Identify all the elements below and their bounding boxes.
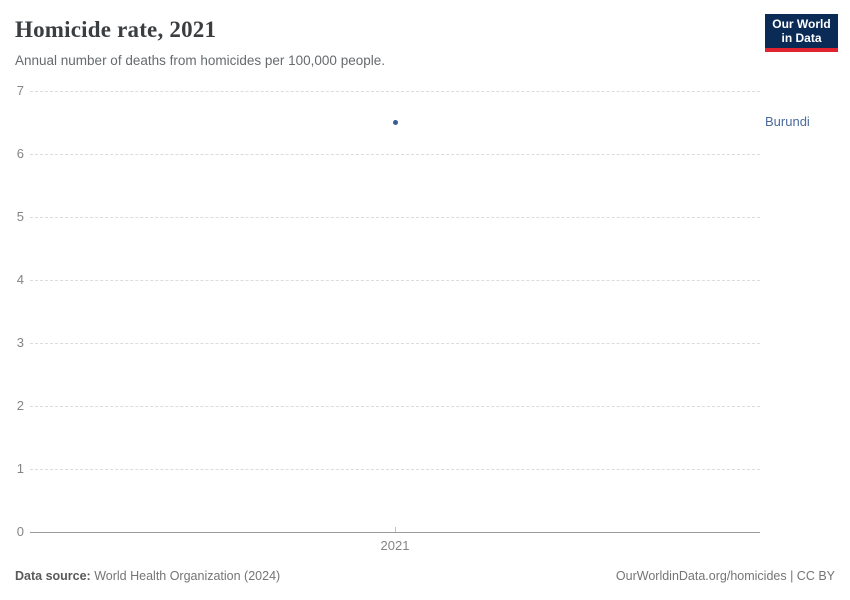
y-axis-tick-label: 7 <box>16 82 24 98</box>
gridline <box>30 153 760 155</box>
y-axis-tick-label: 3 <box>16 334 24 350</box>
y-axis-tick-label: 6 <box>16 145 24 161</box>
gridline <box>30 342 760 344</box>
owid-logo-line2: in Data <box>781 31 822 45</box>
x-axis-tick-mark <box>395 526 396 532</box>
gridline <box>30 216 760 218</box>
x-axis-line <box>30 531 760 533</box>
x-axis-tick-label: 2021 <box>380 537 410 553</box>
gridline <box>30 405 760 407</box>
y-axis-tick-label: 2 <box>16 397 24 413</box>
data-source-value[interactable]: World Health Organization (2024) <box>94 569 281 583</box>
y-axis-tick-label: 1 <box>16 460 24 476</box>
data-source-label: Data source: <box>15 569 91 583</box>
owid-logo-line1: Our World <box>772 17 831 31</box>
entity-label-burundi[interactable]: Burundi <box>765 114 810 129</box>
y-axis-tick-label: 0 <box>16 523 24 539</box>
data-point-burundi[interactable] <box>392 119 398 125</box>
owid-url-license[interactable]: OurWorldinData.org/homicides | CC BY <box>615 569 835 583</box>
y-axis-tick-label: 4 <box>16 271 24 287</box>
gridline <box>30 468 760 470</box>
gridline <box>30 90 760 92</box>
y-axis-tick-label: 5 <box>16 208 24 224</box>
chart-footer: Data source: World Health Organization (… <box>15 569 835 583</box>
owid-logo[interactable]: Our World in Data <box>765 14 838 52</box>
chart-subtitle: Annual number of deaths from homicides p… <box>15 53 385 68</box>
gridline <box>30 279 760 281</box>
data-source-note: Data source: World Health Organization (… <box>15 569 280 583</box>
page-title: Homicide rate, 2021 <box>15 17 217 42</box>
